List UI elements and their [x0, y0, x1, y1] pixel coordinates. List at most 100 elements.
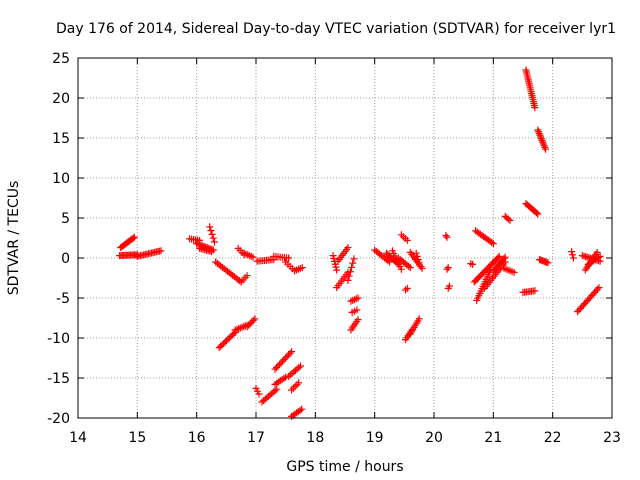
data-point [289, 384, 297, 392]
data-point [350, 296, 358, 304]
data-point [544, 259, 552, 267]
data-point [286, 371, 294, 379]
axis-ticks: 14 15 16 17 18 19 20 21 22 23 -20 -15 -10 -5 0 5 10 15 20 2… [47, 51, 621, 446]
data-point [531, 104, 539, 112]
data-point [500, 255, 508, 263]
data-point [469, 260, 477, 268]
data-point [208, 248, 215, 256]
data-point [295, 363, 303, 371]
data-point [442, 232, 450, 240]
data-point [249, 316, 257, 324]
data-point [285, 351, 293, 359]
y-tick-label: 0 [61, 251, 70, 267]
data-point [206, 223, 214, 231]
data-point [494, 254, 502, 262]
data-point [542, 145, 550, 153]
data-point [243, 323, 251, 331]
data-point [288, 348, 296, 356]
data-point [274, 362, 282, 370]
data-point [271, 365, 279, 373]
data-point [353, 306, 361, 314]
data-point [569, 251, 577, 259]
data-point [209, 234, 217, 242]
data-point [345, 272, 353, 280]
data-point [397, 265, 405, 273]
data-point [569, 254, 577, 262]
data-point [255, 390, 263, 398]
data-point [406, 264, 414, 272]
data-point [285, 372, 293, 380]
data-point [413, 252, 421, 260]
data-point [568, 248, 576, 256]
data-point [285, 254, 293, 262]
data-point [415, 259, 423, 267]
data-point [350, 255, 358, 263]
x-tick-label: 15 [128, 430, 146, 446]
data-point [595, 284, 603, 292]
y-tick-label: -5 [56, 291, 70, 307]
grid-lines [78, 58, 612, 418]
x-tick-label: 19 [366, 430, 384, 446]
data-point [130, 233, 138, 241]
y-tick-label: 15 [52, 131, 70, 147]
data-point [230, 330, 238, 338]
data-point [495, 252, 503, 260]
data-point [207, 227, 215, 235]
data-point [596, 252, 604, 260]
data-point [235, 277, 243, 285]
data-point [273, 385, 281, 393]
data-point [467, 260, 475, 268]
data-point [271, 387, 279, 395]
x-tick-label: 21 [484, 430, 502, 446]
y-tick-label: 25 [52, 51, 70, 67]
data-point [249, 253, 257, 261]
data-point [444, 264, 452, 272]
data-point [295, 379, 303, 387]
data-point [594, 254, 602, 262]
data-point [241, 322, 249, 330]
data-point [386, 258, 393, 266]
data-point [233, 325, 241, 333]
data-point [208, 230, 216, 238]
data-point [272, 364, 280, 372]
data-point [290, 368, 298, 376]
data-point [344, 276, 352, 284]
data-point [445, 282, 453, 290]
data-point [210, 238, 218, 246]
data-point [506, 216, 514, 224]
data-point [418, 264, 426, 272]
data-point [236, 324, 244, 332]
data-point [534, 210, 542, 218]
x-axis-label: GPS time / hours [286, 459, 403, 475]
data-point [443, 233, 451, 241]
data-point [504, 215, 512, 223]
data-point [489, 240, 497, 248]
data-point [277, 359, 285, 367]
chart-title: Day 176 of 2014, Sidereal Day-to-day VTE… [56, 21, 616, 37]
y-tick-label: 10 [52, 171, 70, 187]
data-point [414, 256, 422, 264]
data-point [297, 362, 304, 370]
data-point [293, 365, 301, 373]
data-point [245, 321, 253, 329]
data-point [291, 366, 299, 374]
data-points [116, 66, 604, 420]
data-point [231, 326, 239, 334]
data-point [280, 356, 288, 364]
data-point [403, 236, 411, 244]
data-point [298, 405, 306, 413]
data-point [593, 248, 601, 256]
data-point [412, 249, 420, 257]
data-point [384, 257, 392, 265]
data-point [405, 262, 413, 270]
data-point [129, 234, 137, 242]
data-point [248, 318, 256, 326]
data-point [510, 268, 518, 276]
y-tick-label: -15 [47, 371, 70, 387]
data-point [346, 268, 354, 276]
data-point [283, 352, 291, 360]
data-point [288, 386, 296, 394]
data-point [403, 284, 411, 292]
x-tick-label: 23 [603, 430, 621, 446]
